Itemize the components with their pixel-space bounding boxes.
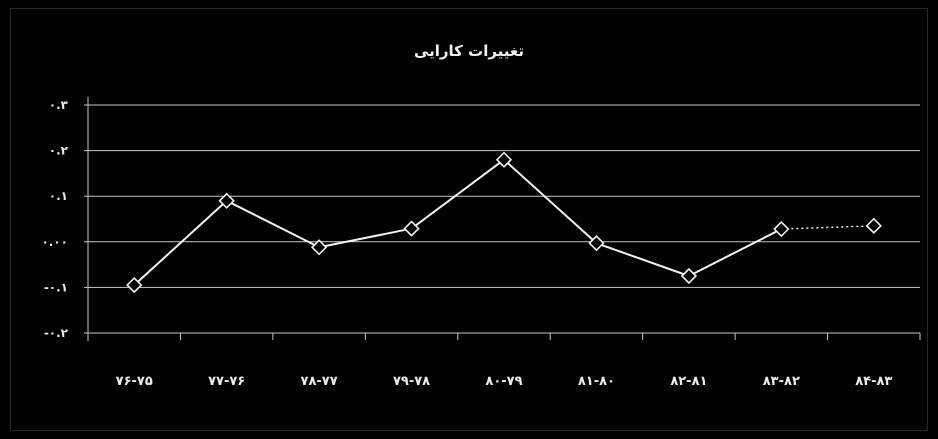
data-point-marker <box>680 267 698 285</box>
data-point-marker <box>588 235 605 252</box>
series-line-segment <box>688 228 782 277</box>
series-line-segment <box>226 199 320 249</box>
y-tick-label: ۰.۳ <box>49 98 69 112</box>
data-point-marker <box>773 220 790 238</box>
y-tick-label: ۰.۰۰ <box>41 235 68 249</box>
data-point-marker <box>310 239 328 256</box>
x-tick-label: ۷۹-۷۸ <box>393 374 430 389</box>
x-tick-label: ۷۸-۷۷ <box>301 374 338 389</box>
y-tick-label: -۰.۲ <box>44 326 69 340</box>
series-line-segment <box>133 200 228 286</box>
series-line-segment <box>503 158 598 244</box>
data-point-marker <box>126 276 143 294</box>
x-tick-label: ۸۰-۷۹ <box>485 374 522 389</box>
y-tick-label: -۰.۱ <box>44 280 68 294</box>
x-tick-label: ۸۳-۸۲ <box>763 374 800 389</box>
series-line-segment <box>781 225 874 230</box>
chart-frame <box>10 8 928 431</box>
x-tick-label: ۸۴-۸۳ <box>855 374 892 389</box>
series-line-segment <box>318 227 412 249</box>
y-tick-label: ۰.۲ <box>49 144 69 158</box>
chart-title: تغییرات کارایی <box>414 42 524 60</box>
series-line-group <box>133 158 874 286</box>
data-point-marker <box>403 220 420 237</box>
data-point-marker <box>865 217 882 234</box>
x-tick-label: ۸۲-۸۱ <box>670 374 707 389</box>
data-point-marker <box>495 151 513 168</box>
data-point-marker <box>218 192 235 209</box>
y-tick-labels: -۰.۲ -۰.۱ ۰.۰۰ ۰.۱ ۰.۲ ۰.۳ <box>41 98 68 340</box>
gridlines <box>88 104 920 334</box>
series-line-segment <box>410 158 505 230</box>
y-tick-label: ۰.۱ <box>49 189 68 203</box>
x-tick-label: ۸۱-۸۰ <box>578 374 615 389</box>
axes <box>84 97 921 341</box>
x-tick-label: ۷۷-۷۶ <box>208 374 245 389</box>
x-tick-label: ۷۶-۷۵ <box>116 374 153 389</box>
series-markers <box>126 151 882 294</box>
x-tick-labels: ۷۶-۷۵ ۷۷-۷۶ ۷۸-۷۷ ۷۹-۷۸ ۸۰-۷۹ ۸۱-۸۰ ۸۲-۸۱ ۸۳-۸۲… <box>116 374 893 389</box>
series-line-segment <box>596 242 690 277</box>
